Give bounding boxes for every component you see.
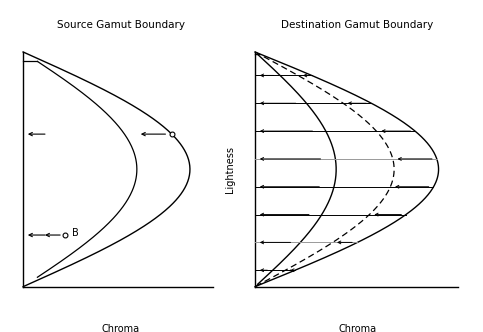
Text: B: B	[72, 228, 79, 238]
Text: Chroma: Chroma	[339, 324, 376, 332]
Text: Lightness: Lightness	[225, 146, 235, 193]
Text: Chroma: Chroma	[102, 324, 140, 332]
Title: Destination Gamut Boundary: Destination Gamut Boundary	[281, 20, 434, 30]
Title: Source Gamut Boundary: Source Gamut Boundary	[57, 20, 185, 30]
